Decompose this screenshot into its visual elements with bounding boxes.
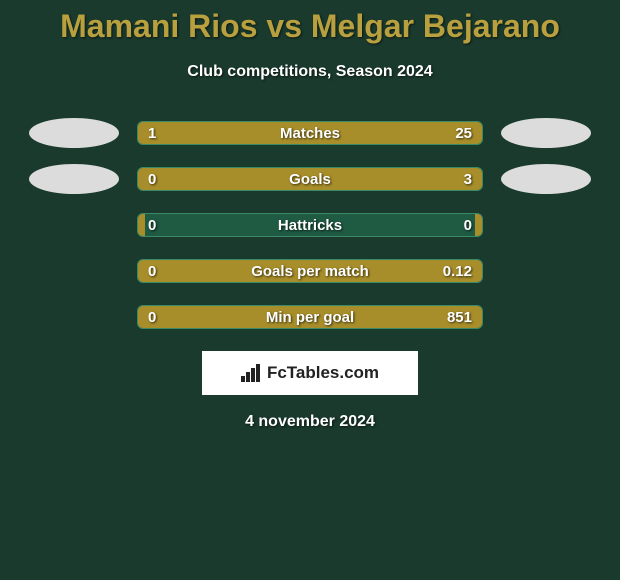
player-left-avatar	[29, 118, 119, 148]
comparison-widget: Mamani Rios vs Melgar Bejarano Club comp…	[0, 0, 620, 431]
metric-name: Matches	[280, 122, 340, 144]
stat-row: 0 Hattricks 0	[0, 213, 620, 237]
stat-row: 0 Min per goal 851	[0, 305, 620, 329]
bar-left-fill	[138, 260, 145, 282]
stat-row: 0 Goals 3	[0, 167, 620, 191]
right-value: 3	[464, 168, 472, 190]
metric-name: Goals	[289, 168, 331, 190]
bar-right-fill	[475, 214, 482, 236]
player-right-avatar	[501, 164, 591, 194]
metric-name: Goals per match	[251, 260, 369, 282]
stat-row: 0 Goals per match 0.12	[0, 259, 620, 283]
right-value: 851	[447, 306, 472, 328]
stat-bar: 0 Hattricks 0	[137, 213, 483, 237]
stat-bar: 0 Goals 3	[137, 167, 483, 191]
metric-name: Min per goal	[266, 306, 354, 328]
right-value: 25	[455, 122, 472, 144]
subtitle: Club competitions, Season 2024	[0, 63, 620, 81]
stat-bar: 0 Min per goal 851	[137, 305, 483, 329]
stats-rows: 1 Matches 25 0 Goals 3 0 Hattricks 0 0 Goals per m…	[0, 121, 620, 329]
bar-left-fill	[138, 168, 145, 190]
player-right-avatar	[501, 118, 591, 148]
date-label: 4 november 2024	[0, 413, 620, 431]
left-value: 1	[148, 122, 156, 144]
brand-text: FcTables.com	[267, 363, 379, 383]
left-value: 0	[148, 260, 156, 282]
left-value: 0	[148, 214, 156, 236]
brand-badge[interactable]: FcTables.com	[202, 351, 418, 395]
stat-bar: 0 Goals per match 0.12	[137, 259, 483, 283]
right-value: 0.12	[443, 260, 472, 282]
bar-left-fill	[138, 214, 145, 236]
bar-left-fill	[138, 306, 145, 328]
right-value: 0	[464, 214, 472, 236]
chart-icon	[241, 364, 263, 382]
metric-name: Hattricks	[278, 214, 342, 236]
page-title: Mamani Rios vs Melgar Bejarano	[0, 8, 620, 45]
left-value: 0	[148, 168, 156, 190]
stat-bar: 1 Matches 25	[137, 121, 483, 145]
player-left-avatar	[29, 164, 119, 194]
left-value: 0	[148, 306, 156, 328]
bar-right-fill	[200, 122, 482, 144]
stat-row: 1 Matches 25	[0, 121, 620, 145]
